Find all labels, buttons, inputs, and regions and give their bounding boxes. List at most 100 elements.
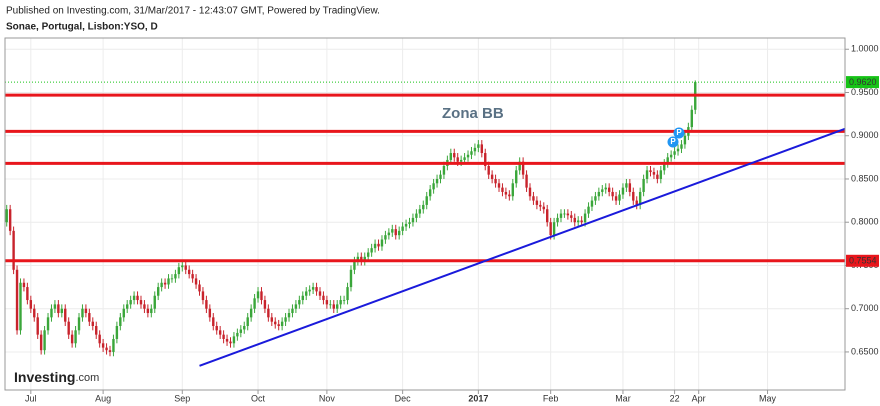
candle-body: [39, 334, 43, 351]
candle-body: [70, 334, 74, 344]
candle-body: [146, 308, 150, 314]
plot-border: [4, 37, 846, 391]
event-marker-label: P: [670, 137, 676, 146]
candle-body: [428, 189, 432, 197]
candle-body: [170, 278, 174, 280]
candle-body: [222, 334, 225, 339]
candle-body: [504, 191, 508, 195]
candle-body: [583, 213, 587, 223]
candle-body: [442, 166, 446, 175]
candle-body: [153, 295, 156, 309]
candle-body: [559, 213, 563, 218]
y-tick-label: 0.9500: [851, 87, 879, 97]
candle-body: [666, 157, 669, 164]
candle-body: [77, 317, 81, 331]
candle-body: [163, 282, 167, 285]
candle-body: [521, 161, 525, 175]
candle-body: [36, 317, 39, 335]
candle-body: [638, 191, 642, 205]
candle-body: [167, 278, 170, 285]
candle-body: [318, 291, 322, 296]
candle-body: [590, 200, 594, 207]
x-tick-label: Sep: [174, 393, 190, 403]
candle-body: [64, 308, 67, 322]
candle-body: [26, 287, 29, 301]
trend-line: [199, 127, 846, 367]
x-tick-label: Aug: [95, 393, 111, 403]
candle-body: [329, 304, 332, 306]
candle-body: [597, 191, 601, 197]
y-tick-label: 0.9000: [851, 130, 879, 140]
candle-body: [649, 170, 652, 173]
candle-body: [239, 329, 243, 333]
candle-body: [342, 300, 346, 301]
x-tick-label: Dec: [395, 393, 412, 403]
candle-body: [480, 144, 484, 154]
y-tick-label: 0.8000: [851, 217, 879, 227]
candle-body: [315, 287, 318, 292]
candle-body: [453, 153, 456, 158]
candle-body: [422, 204, 425, 210]
x-tick-label: Oct: [251, 393, 266, 403]
x-tick-label: Apr: [692, 393, 706, 403]
candle-body: [129, 300, 132, 305]
candle-body: [449, 153, 453, 160]
candle-body: [635, 200, 638, 205]
candle-body: [57, 304, 60, 314]
candle-body: [418, 209, 422, 214]
candle-body: [466, 154, 470, 158]
candle-body: [604, 187, 607, 190]
candle-body: [332, 304, 335, 309]
logo: Investing.com: [14, 369, 99, 385]
candle-body: [384, 235, 387, 240]
logo-name: Investing: [14, 369, 75, 385]
candle-body: [614, 196, 618, 201]
event-marker: [673, 127, 685, 139]
candle-body: [298, 300, 301, 305]
candle-body: [301, 295, 304, 301]
candle-body: [487, 166, 490, 175]
candle-body: [391, 229, 394, 233]
price-label: 0.7554: [849, 256, 877, 266]
x-tick-label: Feb: [543, 393, 559, 403]
candle-body: [60, 308, 64, 314]
candle-body: [136, 295, 139, 301]
candle-body: [218, 330, 222, 335]
candle-body: [680, 144, 683, 149]
candle-body: [673, 151, 676, 155]
y-tick-label: 0.6500: [851, 346, 879, 356]
candle-body: [294, 304, 298, 309]
candle-body: [243, 326, 246, 330]
candle-body: [497, 183, 501, 188]
candle-body: [373, 243, 377, 249]
candle-body: [353, 261, 356, 270]
candle-body: [201, 291, 205, 301]
candle-body: [425, 196, 428, 205]
candle-body: [43, 330, 46, 351]
candle-body: [363, 256, 366, 262]
candle-body: [397, 230, 401, 236]
candle-body: [215, 326, 218, 331]
candle-body: [280, 321, 284, 326]
candle-body: [212, 317, 215, 326]
candle-body: [198, 284, 201, 292]
candle-body: [187, 269, 191, 275]
candle-body: [336, 304, 339, 309]
candle-body: [573, 217, 576, 223]
candle-body: [456, 157, 459, 162]
candle-body: [556, 217, 559, 223]
candle-body: [525, 174, 528, 188]
candle-body: [101, 343, 105, 348]
candle-body: [659, 170, 663, 179]
candle-body: [236, 332, 239, 337]
candle-body: [632, 191, 635, 201]
logo-suffix: .com: [75, 372, 99, 384]
candle-body: [625, 183, 628, 188]
candle-body: [601, 189, 604, 192]
last-price-box: [846, 76, 879, 89]
y-tick-label: 0.7000: [851, 303, 879, 313]
candle-body: [88, 313, 91, 322]
candle-body: [84, 308, 88, 314]
candle-body: [539, 204, 542, 207]
